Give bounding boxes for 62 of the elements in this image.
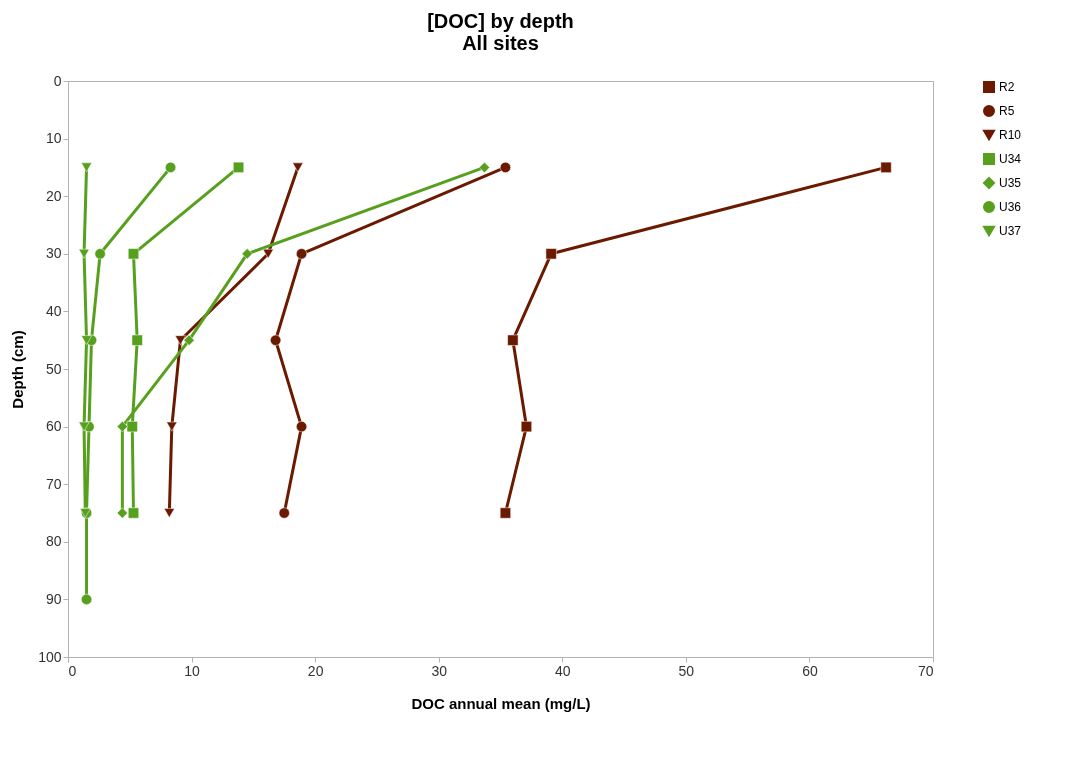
- x-tick-label: 20: [307, 662, 324, 679]
- y-tick-label: 80: [45, 533, 62, 550]
- x-axis-title: DOC annual mean (mg/L): [411, 694, 591, 712]
- x-tick-label: 30: [431, 662, 448, 679]
- y-tick-label: 10: [45, 130, 62, 147]
- point: [78, 249, 90, 259]
- point: [81, 162, 93, 173]
- y-tick-label: 100: [38, 648, 62, 665]
- point: [163, 508, 175, 518]
- point: [545, 248, 557, 260]
- point: [507, 334, 519, 346]
- point: [478, 161, 490, 173]
- point: [183, 334, 195, 346]
- point: [174, 335, 186, 345]
- y-tick-label: 20: [45, 187, 62, 204]
- point: [126, 421, 138, 433]
- point: [296, 248, 308, 260]
- point: [262, 249, 274, 259]
- legend-label: U36: [999, 200, 1022, 214]
- x-tick-label: 60: [802, 662, 818, 679]
- point: [296, 421, 308, 433]
- point: [78, 421, 90, 432]
- point: [278, 507, 290, 519]
- y-tick-label: 40: [45, 302, 62, 319]
- y-tick-label: 50: [45, 360, 62, 377]
- y-axis-title: Depth (cm): [9, 330, 27, 409]
- point: [116, 507, 128, 519]
- point: [165, 161, 177, 173]
- point: [128, 507, 139, 519]
- point: [81, 593, 93, 605]
- x-tick-label: 50: [678, 662, 695, 679]
- point: [166, 421, 178, 432]
- point: [94, 248, 106, 260]
- x-tick-label: 10: [184, 662, 201, 679]
- legend-label: R2: [999, 80, 1015, 94]
- y-tick-label: 60: [45, 418, 62, 435]
- y-tick-label: 30: [45, 245, 62, 262]
- point: [499, 507, 511, 519]
- legend-label: U34: [999, 152, 1022, 166]
- point: [292, 162, 304, 173]
- y-tick-label: 0: [53, 72, 62, 89]
- legend-label: R5: [999, 104, 1015, 118]
- x-tick-label: 0: [68, 662, 77, 679]
- y-tick-label: 90: [45, 590, 62, 607]
- point: [116, 421, 128, 433]
- point: [233, 161, 245, 173]
- chart-subtitle: All sites: [462, 32, 539, 54]
- x-tick-label: 70: [917, 662, 934, 679]
- y-tick-label: 70: [45, 475, 62, 492]
- point: [499, 161, 511, 173]
- point: [81, 335, 93, 345]
- legend-label: U35: [999, 176, 1022, 190]
- legend-label: R10: [999, 128, 1022, 142]
- point: [241, 248, 253, 260]
- legend-label: U37: [999, 224, 1022, 238]
- point: [880, 161, 892, 173]
- x-tick-label: 40: [555, 662, 571, 679]
- point: [128, 248, 139, 260]
- chart-title: [DOC] by depth: [427, 10, 574, 32]
- point: [520, 421, 532, 433]
- point: [131, 334, 143, 346]
- point: [270, 334, 282, 346]
